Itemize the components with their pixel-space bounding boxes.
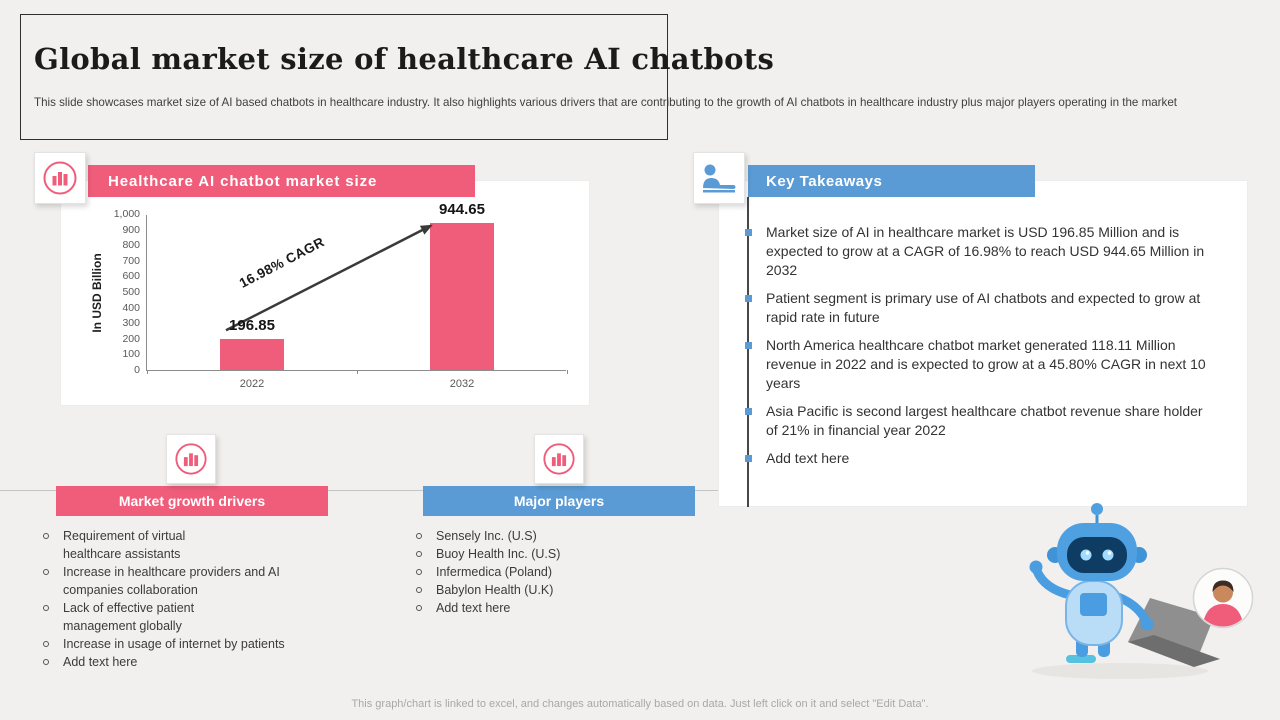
circle-bullet-icon xyxy=(416,587,422,593)
circle-bullet-icon xyxy=(43,569,49,575)
y-axis-tick-label: 600 xyxy=(122,270,140,283)
major-player-item: Infermedica (Poland) xyxy=(413,563,703,581)
major-players-header-label: Major players xyxy=(513,493,605,509)
bar-chart-icon xyxy=(175,443,207,475)
circle-bullet-icon xyxy=(416,569,422,575)
circle-bullet-icon xyxy=(416,605,422,611)
square-bullet-icon xyxy=(745,342,752,349)
major-player-item-text: Buoy Health Inc. (U.S) xyxy=(436,547,561,561)
key-takeaways-icon-box xyxy=(693,152,745,204)
footer-note: This graph/chart is linked to excel, and… xyxy=(351,698,929,710)
major-players-icon-box xyxy=(534,434,584,484)
growth-driver-item: Requirement of virtual healthcare assist… xyxy=(40,527,340,563)
x-axis-tick-mark xyxy=(356,370,358,374)
major-player-item: Add text here xyxy=(413,599,703,617)
takeaway-item-text: Market size of AI in healthcare market i… xyxy=(766,224,1205,278)
growth-driver-item: Add text here xyxy=(40,653,340,671)
growth-driver-item: Increase in usage of internet by patient… xyxy=(40,635,340,653)
bar-chart-icon xyxy=(543,443,575,475)
slide-subtitle: This slide showcases market size of AI b… xyxy=(34,96,1178,109)
takeaway-item: Asia Pacific is second largest healthcar… xyxy=(744,402,1214,440)
key-takeaways-header: Key Takeaways xyxy=(748,165,1035,197)
growth-drivers-list: Requirement of virtual healthcare assist… xyxy=(40,527,340,671)
major-player-item-text: Sensely Inc. (U.S) xyxy=(436,529,537,543)
circle-bullet-icon xyxy=(416,551,422,557)
square-bullet-icon xyxy=(745,229,752,236)
person-icon xyxy=(703,164,736,193)
y-axis-tick-label: 900 xyxy=(122,223,140,236)
growth-drivers-header-label: Market growth drivers xyxy=(118,493,266,509)
growth-driver-item-text: Requirement of virtual healthcare assist… xyxy=(63,529,186,561)
major-player-item-text: Infermedica (Poland) xyxy=(436,565,553,579)
takeaway-item-text: North America healthcare chatbot market … xyxy=(766,337,1206,391)
takeaway-item-text: Asia Pacific is second largest healthcar… xyxy=(766,403,1203,438)
major-player-item: Babylon Health (U.K) xyxy=(413,581,703,599)
divider-line xyxy=(0,490,718,491)
y-axis-tick-label: 1,000 xyxy=(113,208,140,220)
y-axis-tick-label: 200 xyxy=(122,332,140,345)
takeaway-item: Add text here xyxy=(744,449,1214,468)
takeaway-item: Patient segment is primary use of AI cha… xyxy=(744,289,1214,327)
cagr-arrow xyxy=(225,224,433,332)
chart-bar-2032 xyxy=(430,222,494,370)
x-axis-tick-mark xyxy=(146,370,148,374)
growth-driver-item-text: Increase in healthcare providers and AI … xyxy=(63,565,280,597)
key-takeaways-header-label: Key Takeaways xyxy=(766,172,883,190)
key-takeaways-divider xyxy=(747,197,749,507)
bar-value-label: 944.65 xyxy=(439,200,485,218)
growth-driver-item-text: Add text here xyxy=(63,655,138,669)
x-axis-tick-mark xyxy=(566,370,568,374)
major-player-item: Buoy Health Inc. (U.S) xyxy=(413,545,703,563)
circle-bullet-icon xyxy=(43,641,49,647)
y-axis-tick-label: 800 xyxy=(122,239,140,252)
takeaway-item-text: Add text here xyxy=(766,450,850,466)
circle-bullet-icon xyxy=(416,533,422,539)
x-axis-tick-label: 2022 xyxy=(239,378,265,390)
market-size-header-label: Healthcare AI chatbot market size xyxy=(108,172,378,190)
chart-bar-2022 xyxy=(220,339,284,370)
major-players-header: Major players xyxy=(423,486,695,516)
x-axis-tick-label: 2032 xyxy=(449,378,475,390)
major-players-list: Sensely Inc. (U.S) Buoy Health Inc. (U.S)… xyxy=(413,527,703,617)
robot-illustration xyxy=(1029,503,1220,679)
bar-value-label: 196.85 xyxy=(229,317,275,335)
key-takeaways-panel xyxy=(718,180,1248,507)
y-axis-tick-label: 700 xyxy=(122,254,140,267)
growth-driver-item-text: Increase in usage of internet by patient… xyxy=(63,637,285,651)
takeaway-item: Market size of AI in healthcare market i… xyxy=(744,223,1214,280)
y-axis-tick-label: 400 xyxy=(122,301,140,314)
growth-driver-item: Increase in healthcare providers and AI … xyxy=(40,563,340,599)
presenter-avatar xyxy=(1192,567,1254,629)
market-size-header: Healthcare AI chatbot market size xyxy=(88,165,475,197)
chart-plot: 16.98% CAGR 0 100 200 300 400 500 600 700 800 900… xyxy=(114,201,568,390)
square-bullet-icon xyxy=(745,455,752,462)
y-axis-tick-label: 500 xyxy=(122,286,140,298)
growth-drivers-icon-box xyxy=(166,434,216,484)
takeaway-item-text: Patient segment is primary use of AI cha… xyxy=(766,290,1201,325)
bar-chart-icon xyxy=(43,161,77,195)
square-bullet-icon xyxy=(745,295,752,302)
slide-title: Global market size of healthcare AI chat… xyxy=(34,42,775,76)
market-size-icon-box xyxy=(34,152,86,204)
y-axis-tick-label: 300 xyxy=(122,317,140,330)
key-takeaways-list: Market size of AI in healthcare market i… xyxy=(744,223,1214,477)
square-bullet-icon xyxy=(745,408,752,415)
circle-bullet-icon xyxy=(43,533,49,539)
growth-driver-item-text: Lack of effective patient management glo… xyxy=(63,601,195,633)
growth-driver-item: Lack of effective patient management glo… xyxy=(40,599,340,635)
circle-bullet-icon xyxy=(43,605,49,611)
takeaway-item: North America healthcare chatbot market … xyxy=(744,336,1214,393)
growth-drivers-header: Market growth drivers xyxy=(56,486,328,516)
title-frame xyxy=(20,14,668,140)
y-axis-tick-label: 0 xyxy=(134,364,140,376)
market-size-chart[interactable]: In USD Billion 16.98% CAGR 0 100 200 300 400… xyxy=(60,180,590,406)
major-player-item-text: Add text here xyxy=(436,601,511,615)
y-axis-title: In USD Billion xyxy=(90,253,104,333)
circle-bullet-icon xyxy=(43,659,49,665)
y-axis-tick-label: 100 xyxy=(122,348,140,361)
major-player-item: Sensely Inc. (U.S) xyxy=(413,527,703,545)
major-player-item-text: Babylon Health (U.K) xyxy=(436,583,554,597)
